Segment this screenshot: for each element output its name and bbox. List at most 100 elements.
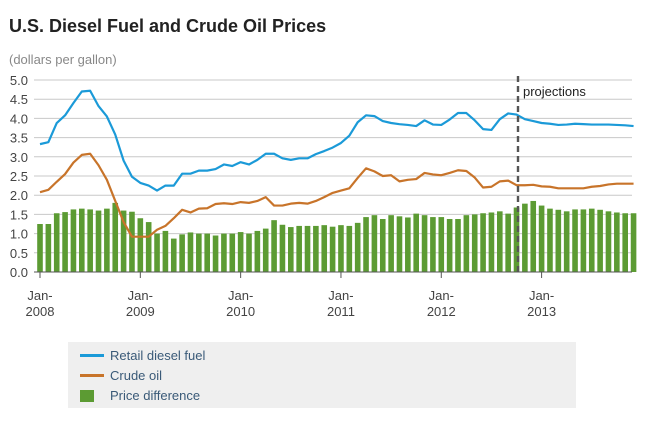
bar-price-difference <box>555 209 562 272</box>
legend: Retail diesel fuel Crude oil Price diffe… <box>68 342 576 408</box>
y-tick-label: 4.0 <box>10 111 28 126</box>
bar-price-difference <box>37 224 43 272</box>
legend-swatch-difference <box>80 389 94 402</box>
line-retail-diesel-fuel <box>39 89 634 192</box>
bar-price-difference <box>605 211 612 272</box>
legend-label-difference: Price difference <box>110 388 201 403</box>
bar-price-difference <box>488 212 495 272</box>
bar-price-difference <box>388 215 394 272</box>
bar-price-difference <box>129 211 135 272</box>
bar-price-difference <box>179 234 185 272</box>
x-tick-year: 2009 <box>126 304 155 319</box>
projections-label: projections <box>523 84 586 99</box>
bar-price-difference <box>237 232 244 272</box>
bar-price-difference <box>405 217 411 272</box>
legend-item-crude: Crude oil <box>80 368 162 383</box>
legend-item-difference: Price difference <box>80 388 200 403</box>
bar-price-difference <box>563 211 570 272</box>
x-tick-label: Jan- <box>228 288 253 303</box>
bar-price-difference <box>396 216 403 272</box>
y-tick-label: 4.5 <box>10 92 28 107</box>
bar-price-difference <box>597 209 603 272</box>
legend-item-diesel: Retail diesel fuel <box>80 348 205 363</box>
bar-price-difference <box>62 212 68 272</box>
bar-price-difference <box>196 233 202 272</box>
x-tick-label: Jan- <box>328 288 353 303</box>
bar-price-difference <box>547 208 553 272</box>
bar-price-difference <box>421 215 428 272</box>
x-tick-label: Jan- <box>27 288 52 303</box>
legend-label-diesel: Retail diesel fuel <box>110 348 206 363</box>
bar-price-difference <box>221 233 227 272</box>
legend-label-crude: Crude oil <box>110 368 163 383</box>
bar-price-difference <box>379 219 386 272</box>
bar-price-difference <box>104 208 110 272</box>
bar-price-difference <box>212 235 219 272</box>
x-tick-label: Jan- <box>128 288 153 303</box>
bar-price-difference <box>53 213 60 272</box>
bar-price-difference <box>271 220 277 272</box>
y-tick-label: 0.0 <box>10 265 28 280</box>
y-tick-label: 2.0 <box>10 188 28 203</box>
bar-price-difference <box>204 233 210 272</box>
bar-price-difference <box>572 209 578 272</box>
bar-price-difference <box>154 233 160 272</box>
x-tick-label: Jan- <box>529 288 554 303</box>
line-crude-oil <box>39 152 634 238</box>
bar-price-difference <box>413 213 419 272</box>
y-tick-label: 1.0 <box>10 227 28 242</box>
bar-price-difference <box>262 228 269 272</box>
x-tick-year: 2010 <box>226 304 255 319</box>
bar-price-difference <box>530 200 537 272</box>
bar-price-difference <box>463 215 470 272</box>
bar-price-difference <box>279 224 286 272</box>
bar-price-difference <box>321 225 328 272</box>
bar-price-difference <box>497 211 503 272</box>
bar-price-difference <box>522 203 528 272</box>
x-tick-year: 2008 <box>26 304 55 319</box>
bar-price-difference <box>304 225 311 272</box>
bar-price-difference <box>87 209 93 272</box>
chart-title: U.S. Diesel Fuel and Crude Oil Prices <box>9 16 327 36</box>
bar-price-difference <box>246 233 252 272</box>
y-tick-label: 3.0 <box>10 150 28 165</box>
bar-price-difference <box>112 202 119 272</box>
bar-price-difference <box>430 217 436 272</box>
bar-price-difference <box>505 213 511 272</box>
y-tick-label: 3.5 <box>10 131 28 146</box>
y-tick-label: 2.5 <box>10 169 28 184</box>
bar-price-difference <box>455 219 461 272</box>
bar-price-difference <box>45 224 52 272</box>
bar-price-difference <box>145 222 152 272</box>
bar-price-difference <box>346 225 353 272</box>
bar-price-difference <box>296 225 302 272</box>
bar-price-difference <box>354 222 361 272</box>
bar-price-difference <box>137 218 144 272</box>
bar-price-difference <box>538 205 545 272</box>
y-tick-label: 0.5 <box>10 246 28 261</box>
y-tick-label: 5.0 <box>10 73 28 88</box>
bar-price-difference <box>229 233 236 272</box>
bar-price-difference <box>363 217 369 272</box>
bar-price-difference <box>580 209 587 272</box>
bar-price-difference <box>622 213 628 272</box>
bar-price-difference <box>614 212 620 272</box>
bar-price-difference <box>471 214 478 272</box>
x-tick-label: Jan- <box>429 288 454 303</box>
bar-price-difference <box>120 210 127 272</box>
bar-price-difference <box>187 232 194 272</box>
bar-price-difference <box>329 226 336 272</box>
bar-price-difference <box>480 213 486 272</box>
bar-price-difference <box>588 208 595 272</box>
bar-price-difference <box>438 217 445 272</box>
bar-price-difference <box>170 238 177 272</box>
x-tick-year: 2013 <box>527 304 556 319</box>
bar-price-difference <box>338 225 344 272</box>
bar-price-difference <box>630 213 637 272</box>
bar-price-difference <box>446 219 453 272</box>
bar-price-difference <box>513 207 520 272</box>
x-tick-year: 2011 <box>327 304 355 319</box>
bar-price-difference <box>70 209 77 272</box>
bar-price-difference <box>254 230 261 272</box>
y-tick-label: 1.5 <box>10 207 28 222</box>
